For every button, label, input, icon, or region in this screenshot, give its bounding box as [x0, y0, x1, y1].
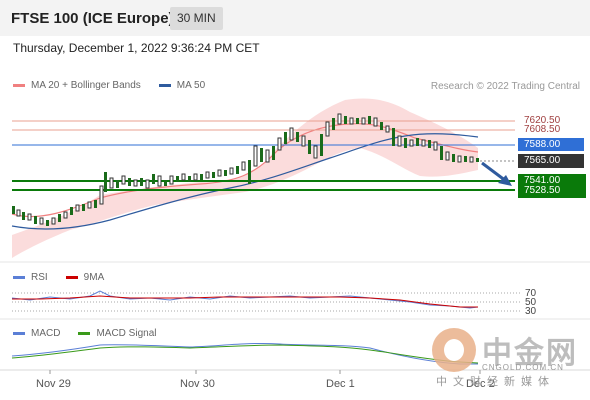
ma50-line	[11, 133, 479, 230]
x-label-nov30: Nov 30	[180, 378, 215, 390]
watermark-cn-name: 中金网	[482, 336, 578, 371]
macd-signal-swatch-icon	[78, 332, 91, 335]
rsi-tick-30: 30	[525, 306, 537, 317]
legend-macd-label: MACD	[31, 328, 61, 339]
rsi-tick-70: 70	[525, 288, 537, 299]
legend-bollinger-label: MA 20 + Bollinger Bands	[31, 80, 141, 91]
cngold-logo-icon	[432, 328, 476, 372]
bollinger-swatch-icon	[13, 84, 25, 87]
macd-legend: MACD MACD Signal	[13, 328, 174, 339]
research-credit: Research © 2022 Trading Central	[430, 81, 580, 92]
chart-datetime: Thursday, December 1, 2022 9:36:24 PM CE…	[13, 41, 260, 55]
main-legend: MA 20 + Bollinger Bands MA 50	[13, 80, 223, 91]
forecast-arrow	[481, 161, 507, 183]
x-label-dec1: Dec 1	[326, 378, 355, 390]
rsi-9ma-swatch-icon	[65, 276, 78, 279]
macd-signal-line	[11, 344, 479, 364]
watermark-domain: CNGOLD.COM.CN	[482, 363, 564, 372]
rsi-swatch-icon	[13, 276, 25, 279]
x-label-nov29: Nov 29	[36, 378, 71, 390]
watermark-subtitle: 中文财经新媒体	[436, 375, 555, 388]
timeframe-badge[interactable]: 30 MIN	[170, 7, 223, 30]
legend-9ma-label: 9MA	[83, 272, 105, 283]
x-label-dec2: Dec 2	[466, 378, 495, 390]
macd-line	[11, 342, 478, 365]
bollinger-band-area	[12, 98, 478, 258]
watermark: 中金网 CNGOLD.COM.CN 中文财经新媒体	[432, 328, 582, 390]
ma50-swatch-icon	[158, 84, 171, 87]
legend-macd-signal-label: MACD Signal	[96, 328, 157, 339]
level-tag-7620: 7620.50	[524, 115, 561, 126]
legend-rsi-label: RSI	[31, 272, 48, 283]
candlestick-series	[12, 113, 479, 226]
rsi-legend: RSI 9MA	[13, 272, 122, 283]
instrument-title: FTSE 100 (ICE Europe)	[11, 10, 174, 27]
level-tag-7588: 7588.00	[518, 138, 584, 151]
forecast-arrow-head-icon	[498, 175, 512, 186]
rsi-line	[11, 290, 479, 309]
level-tag-7528: 7528.50	[518, 184, 586, 198]
macd-swatch-icon	[13, 332, 25, 335]
legend-ma50-label: MA 50	[176, 80, 206, 91]
level-tag-7565: 7565.00	[518, 154, 584, 168]
rsi-tick-50: 50	[525, 297, 537, 308]
chart-header: FTSE 100 (ICE Europe) 30 MIN	[0, 0, 590, 36]
level-tag-7608: 7608.50	[524, 124, 561, 135]
rsi-9ma-line	[12, 295, 478, 308]
